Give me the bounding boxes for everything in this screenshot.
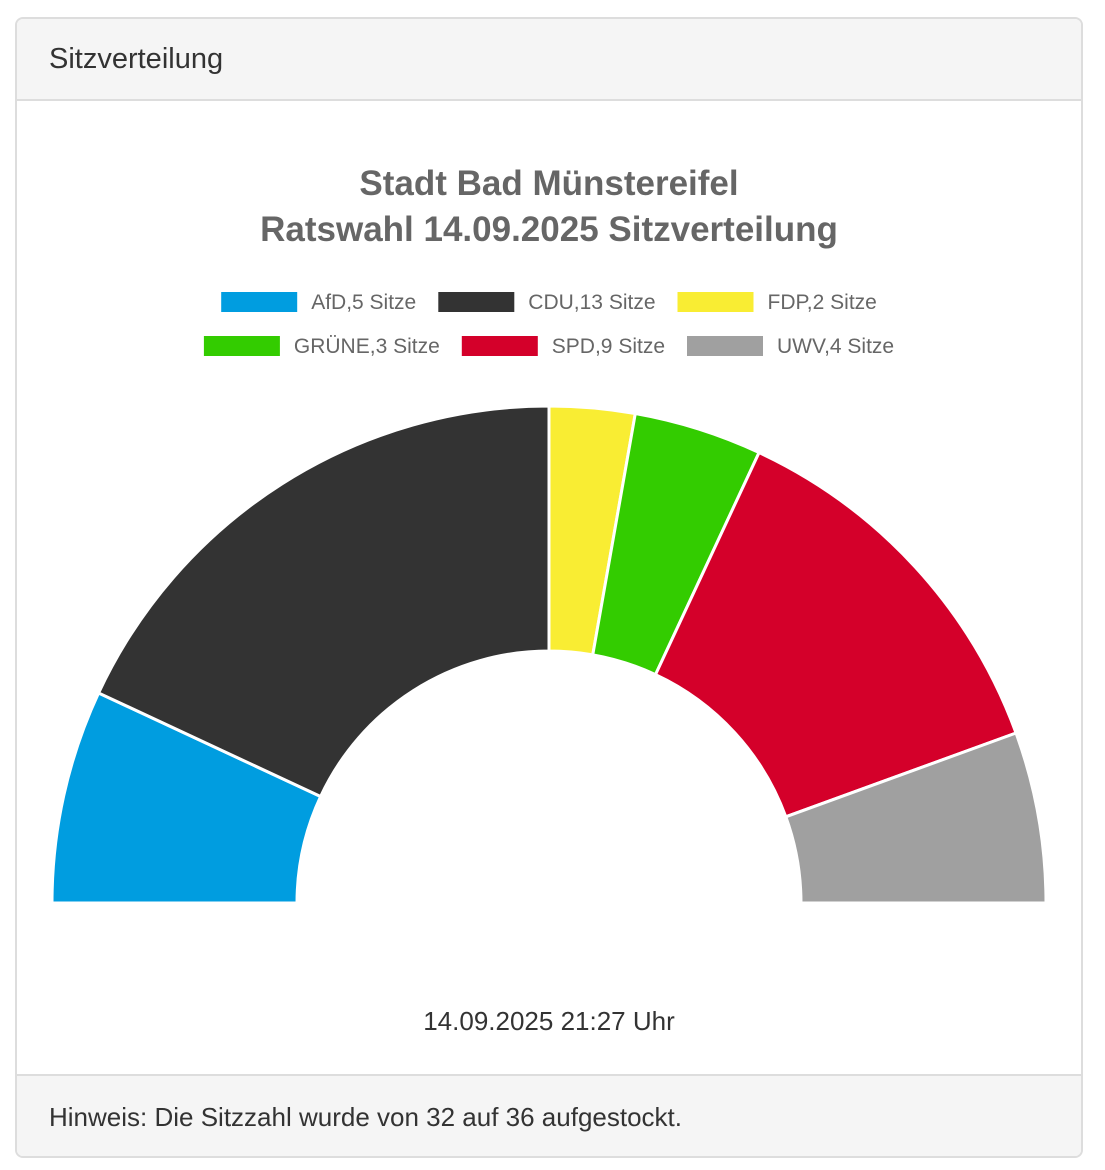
footer-note: Hinweis: Die Sitzzahl wurde von 32 auf 3…: [49, 1102, 683, 1132]
legend-label-afd[interactable]: AfD,5 Sitze: [311, 291, 416, 314]
panel-body: Stadt Bad Münstereifel Ratswahl 14.09.20…: [17, 101, 1081, 1078]
chart-title-line-2: Ratswahl 14.09.2025 Sitzverteilung: [260, 210, 838, 249]
legend-label-uwv[interactable]: UWV,4 Sitze: [777, 335, 894, 358]
slice-cdu[interactable]: [96, 404, 551, 799]
legend-label-cdu[interactable]: CDU,13 Sitze: [528, 291, 655, 314]
slice-spd[interactable]: [653, 450, 1018, 819]
chart-slices: [50, 404, 1048, 905]
seat-distribution-chart: Stadt Bad Münstereifel Ratswahl 14.09.20…: [50, 164, 1048, 905]
seat-distribution-panel: Sitzverteilung Stadt Bad Münstereifel Ra…: [15, 17, 1083, 1158]
legend-swatch-gr-ne[interactable]: [203, 336, 280, 356]
legend-swatch-cdu[interactable]: [438, 292, 515, 312]
panel-footer: Hinweis: Die Sitzzahl wurde von 32 auf 3…: [17, 1074, 1081, 1156]
legend-swatch-fdp[interactable]: [677, 292, 754, 312]
legend-swatch-afd[interactable]: [221, 292, 298, 312]
panel-heading: Sitzverteilung: [17, 19, 1081, 101]
legend-label-gr-ne[interactable]: GRÜNE,3 Sitze: [294, 335, 440, 358]
chart-timestamp: 14.09.2025 21:27 Uhr: [423, 1006, 675, 1036]
chart-legend: AfD,5 Sitze CDU,13 Sitze FDP,2 Sitze GRÜNE,…: [203, 291, 894, 358]
legend-swatch-spd[interactable]: [461, 336, 538, 356]
legend-label-fdp[interactable]: FDP,2 Sitze: [768, 291, 877, 314]
panel-title: Sitzverteilung: [49, 43, 224, 75]
slice-uwv[interactable]: [783, 731, 1048, 905]
legend-label-spd[interactable]: SPD,9 Sitze: [552, 335, 665, 358]
legend-swatch-uwv[interactable]: [687, 336, 763, 356]
chart-title-line-1: Stadt Bad Münstereifel: [359, 164, 738, 203]
